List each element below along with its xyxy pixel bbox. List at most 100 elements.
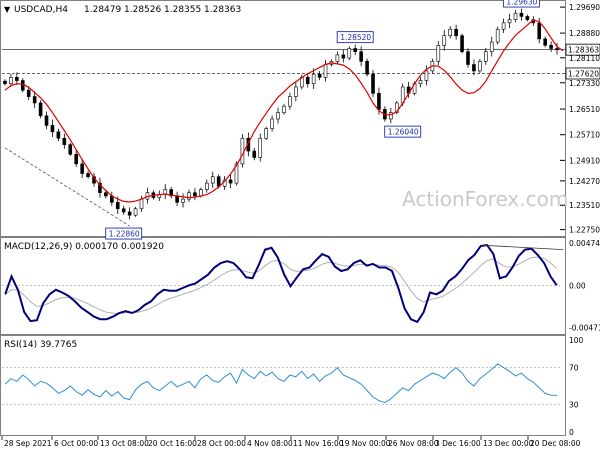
price-trendline xyxy=(4,147,130,227)
candle-body xyxy=(252,150,257,158)
x-axis-tick-label: 28 Oct 00:00 xyxy=(197,439,246,448)
x-axis-tick-label: 11 Nov 16:00 xyxy=(293,439,344,448)
candle-body xyxy=(38,102,43,117)
triangle-down-icon[interactable]: ▼ xyxy=(4,5,11,14)
candle-body xyxy=(15,77,19,81)
macd-y-tick-label: 0.00 xyxy=(569,281,586,290)
candle-body xyxy=(507,19,512,24)
candle-body xyxy=(127,211,132,216)
macd-signal-line xyxy=(4,256,558,314)
rsi-y-tick-label: 30 xyxy=(569,400,579,409)
candle-body xyxy=(501,22,506,30)
candle-body xyxy=(525,16,530,20)
moving-average-line xyxy=(4,19,564,203)
candle-body xyxy=(193,192,197,197)
price-y-tick-label: 1.24910 xyxy=(569,156,600,165)
candle-body xyxy=(371,73,375,94)
candle-body xyxy=(121,208,126,213)
level-label-box xyxy=(565,67,600,80)
candle-body xyxy=(68,144,73,155)
price-y-tick-label: 1.24270 xyxy=(569,177,600,186)
price-panel: 1.29690 1.28880 1.28110 1.27330 1.26510 1.257… xyxy=(2,0,600,240)
candle-body xyxy=(204,182,209,190)
watermark-text: ActionForex.com xyxy=(402,187,568,211)
rsi-line xyxy=(4,363,558,404)
candle-body xyxy=(270,118,274,129)
candle-body xyxy=(115,202,120,210)
candle-body xyxy=(282,105,286,113)
rsi-header-title: RSI(14) 39.7765 xyxy=(4,340,77,350)
candle-body xyxy=(294,86,298,97)
candle-body xyxy=(240,137,245,165)
current-price-box xyxy=(565,43,600,56)
current-price-label: 1.28363 xyxy=(568,46,599,55)
macd-panel-frame xyxy=(0,237,566,335)
candle-body xyxy=(448,28,452,36)
price-annotation-box xyxy=(502,0,540,8)
x-axis-tick-label: 3 Dec 16:00 xyxy=(435,439,481,448)
candle-body xyxy=(377,93,381,110)
macd-panel: 0.004745 0.00 -0.004712 xyxy=(2,239,600,332)
candle-body xyxy=(9,77,13,85)
rsi-panel-frame xyxy=(0,335,566,436)
candle-body xyxy=(50,125,55,133)
candle-body xyxy=(104,192,108,197)
candle-body xyxy=(210,176,215,184)
x-axis: 28 Sep 2021 6 Oct 00:00 13 Oct 08:00 20 Oct… xyxy=(1,436,581,448)
candle-body xyxy=(86,173,90,177)
candle-body xyxy=(199,189,203,197)
candle-body xyxy=(418,80,423,85)
candle-body xyxy=(228,179,233,184)
x-axis-tick-label: 19 Nov 00:00 xyxy=(340,439,391,448)
candle-body xyxy=(133,208,138,216)
rsi-y-tick-label: 100 xyxy=(569,336,584,345)
price-header-open: 1.28479 xyxy=(84,5,121,15)
candle-body xyxy=(139,198,144,210)
candle-body xyxy=(80,163,84,174)
x-axis-tick-label: 13 Dec 00:00 xyxy=(483,439,534,448)
candle-body xyxy=(32,96,37,104)
candle-body xyxy=(495,28,500,43)
rsi-panel: 100 70 30 0 xyxy=(2,336,584,437)
price-annotation-label: 1.26040 xyxy=(388,128,419,137)
candle-body xyxy=(513,12,518,20)
candle-body xyxy=(543,38,547,46)
price-y-tick-label: 1.25710 xyxy=(569,131,600,140)
candle-body xyxy=(305,77,310,85)
macd-trendline xyxy=(480,244,564,251)
price-annotation-box xyxy=(105,227,143,240)
candle-body xyxy=(311,73,316,85)
candle-body xyxy=(74,153,79,165)
price-header-close: 1.28363 xyxy=(204,5,241,15)
candle-body xyxy=(365,61,369,75)
candle-body xyxy=(26,89,31,97)
candle-body xyxy=(460,35,464,52)
x-axis-tick-label: 4 Nov 08:00 xyxy=(247,439,293,448)
x-axis-tick-label: 28 Sep 2021 xyxy=(4,439,52,448)
candle-body xyxy=(264,128,268,139)
candle-body xyxy=(175,195,179,203)
rsi-y-tick-label: 70 xyxy=(569,364,579,373)
candle-body xyxy=(466,51,470,65)
candle-body xyxy=(353,48,358,52)
macd-line xyxy=(4,244,558,324)
candle-body xyxy=(483,51,488,62)
price-y-tick-label: 1.29690 xyxy=(569,3,600,12)
candle-body xyxy=(317,73,322,78)
macd-header-title: MACD(12,26,9) 0.000170 0.001920 xyxy=(4,242,164,252)
price-annotation-box xyxy=(384,125,422,138)
candle-body xyxy=(323,64,328,78)
candle-body xyxy=(187,192,191,200)
x-axis-tick-label: 6 Oct 00:00 xyxy=(54,439,98,448)
price-header-high: 1.28526 xyxy=(124,5,161,15)
candle-body xyxy=(3,80,7,85)
candle-body xyxy=(181,198,185,203)
candle-body xyxy=(44,115,49,126)
candle-body xyxy=(549,44,553,49)
price-annotation-box xyxy=(336,31,374,44)
price-annotation-label: 1.28520 xyxy=(340,33,371,42)
candle-body xyxy=(454,28,458,36)
price-y-tick-label: 1.23510 xyxy=(569,201,600,210)
candle-body xyxy=(478,61,482,72)
